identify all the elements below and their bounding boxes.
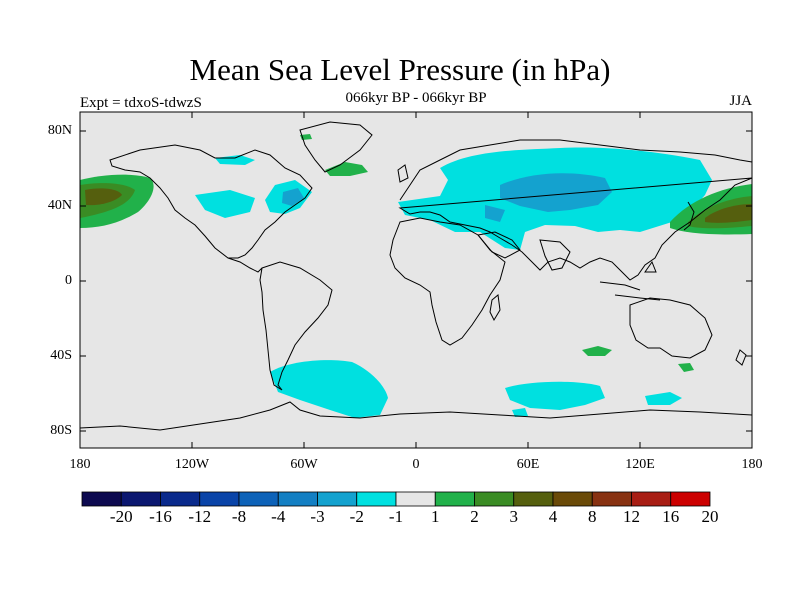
lat-label-0: 0	[65, 273, 72, 288]
coastlines	[79, 121, 753, 431]
colorbar-swatch	[395, 491, 436, 507]
colorbar-tick-label: 12	[623, 507, 640, 526]
coast-antarctica	[79, 401, 753, 431]
coast-arabia	[477, 231, 521, 259]
anomaly-atlantic-cyan	[195, 190, 255, 218]
coast-india	[539, 239, 571, 271]
axis-ticks	[80, 112, 752, 448]
coast-south-america	[259, 261, 333, 391]
lon-label-180e: 180	[741, 457, 763, 472]
coast-japan	[683, 201, 695, 231]
colorbar-tick-label: 2	[470, 507, 479, 526]
anomaly-eastcoast-blue	[282, 188, 304, 206]
colorbar-tick-label: 3	[509, 507, 519, 526]
anomaly-southindian-cyan	[505, 381, 605, 410]
lon-label-180w: 180	[69, 457, 91, 472]
anomaly-greenland-green	[325, 162, 368, 176]
colorbar-tick-label: 16	[662, 507, 680, 526]
anomaly-southindian-green	[582, 346, 612, 356]
coast-madagascar	[489, 294, 501, 322]
coast-africa	[389, 217, 506, 346]
colorbar-swatch	[513, 491, 554, 507]
colorbar-tick-label: -8	[231, 507, 247, 526]
colorbar-swatch	[81, 491, 122, 507]
map-subtitle: 066kyr BP - 066kyr BP	[345, 90, 487, 106]
lon-label-120e: 120E	[625, 457, 655, 472]
coast-greenland	[299, 121, 373, 173]
colorbar-tick-label: -20	[109, 507, 133, 526]
coast-new-zealand	[735, 349, 747, 366]
colorbar-swatch	[670, 491, 711, 507]
lat-label-80s: 80S	[50, 423, 72, 438]
anomaly-asia-blue2	[485, 205, 505, 222]
colorbar-tick-label: -16	[149, 507, 172, 526]
coast-indonesia	[599, 260, 661, 301]
colorbar-tick-label: -3	[310, 507, 325, 526]
colorbar-swatch	[631, 491, 672, 507]
experiment-label: Expt = tdxoS-tdwzS	[80, 95, 202, 111]
colorbar	[81, 491, 711, 507]
anomaly-antarctic-cyan	[512, 408, 528, 417]
colorbar-swatch	[160, 491, 201, 507]
colorbar-swatch	[434, 491, 475, 507]
colorbar-swatch	[317, 491, 358, 507]
colorbar-swatch	[199, 491, 240, 507]
coast-north-america	[109, 144, 313, 259]
coast-australia	[629, 297, 713, 359]
anomaly-eurasia-blue	[500, 173, 612, 212]
colorbar-tick-label: 4	[548, 507, 558, 526]
anomaly-southatlantic-cyan	[270, 360, 388, 418]
colorbar-tick-label: 20	[701, 507, 719, 526]
lon-label-120w: 120W	[174, 457, 210, 472]
colorbar-swatch	[591, 491, 632, 507]
lat-label-80n: 80N	[47, 123, 72, 138]
colorbar-swatch	[356, 491, 397, 507]
colorbar-tick-label: 1	[431, 507, 440, 526]
colorbar-tick-label: -1	[388, 507, 404, 526]
lat-label-40s: 40S	[50, 348, 72, 363]
anomaly-fields	[80, 134, 752, 418]
map-title: Mean Sea Level Pressure (in hPa)	[189, 52, 611, 87]
lon-label-0: 0	[412, 457, 420, 472]
lon-label-60e: 60E	[516, 457, 540, 472]
colorbar-tick-label: -4	[271, 507, 286, 526]
colorbar-tick-label: -2	[349, 507, 364, 526]
coast-central-america	[227, 257, 263, 273]
colorbar-swatch	[552, 491, 593, 507]
anomaly-newzealand-green	[678, 363, 694, 372]
lon-label-60w: 60W	[290, 457, 318, 472]
anomaly-southpacific-cyan	[645, 392, 682, 405]
colorbar-swatch	[238, 491, 279, 507]
colorbar-swatch	[474, 491, 515, 507]
coast-british-isles	[397, 164, 409, 183]
coast-eurasia	[398, 139, 753, 281]
lat-label-40n: 40N	[47, 198, 72, 213]
colorbar-swatch	[277, 491, 318, 507]
colorbar-tick-label: 8	[588, 507, 597, 526]
colorbar-swatch	[120, 491, 161, 507]
season-label: JJA	[729, 93, 752, 109]
anomaly-northpacific-west-brown	[85, 188, 122, 206]
colorbar-tick-label: -12	[188, 507, 212, 526]
anomaly-northpacific-east-brown	[705, 204, 752, 223]
